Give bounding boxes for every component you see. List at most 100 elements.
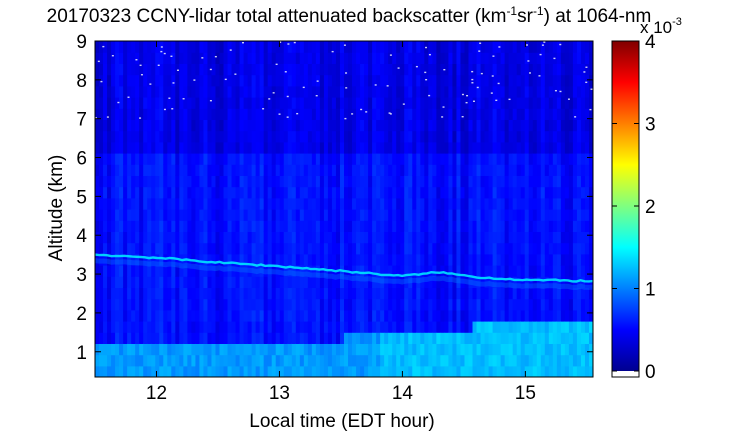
heatmap-cell [360, 265, 365, 277]
heatmap-cell [504, 164, 510, 176]
heatmap-cell [219, 265, 225, 277]
heatmap-cell [544, 164, 550, 176]
heatmap-cell [548, 354, 554, 367]
heatmap-cell [532, 85, 538, 98]
heatmap-cell [512, 253, 518, 266]
heatmap-cell [424, 343, 429, 356]
heatmap-cell [504, 242, 510, 255]
heatmap-cell [428, 85, 433, 98]
heatmap-cell [472, 343, 478, 356]
heatmap-cell [135, 343, 140, 356]
heatmap-cell [179, 186, 184, 199]
heatmap-cell [271, 130, 277, 143]
heatmap-cell [327, 119, 333, 132]
heatmap-cell [191, 220, 197, 232]
heatmap-cell [476, 354, 482, 367]
heatmap-cell [580, 242, 586, 255]
heatmap-cell [560, 354, 566, 367]
noise-dot [209, 99, 212, 102]
heatmap-cell [520, 85, 526, 98]
heatmap-cell [580, 220, 586, 232]
heatmap-cell [319, 108, 325, 120]
heatmap-cell [171, 231, 176, 244]
heatmap-cell [239, 197, 245, 210]
heatmap-cell [327, 309, 333, 322]
heatmap-cell [536, 175, 542, 188]
heatmap-cell [380, 242, 385, 255]
heatmap-cell [440, 365, 446, 377]
heatmap-cell [468, 74, 474, 87]
heatmap-cell [484, 52, 490, 64]
noise-dot [425, 78, 428, 81]
heatmap-cell [412, 175, 417, 188]
heatmap-cell [496, 141, 502, 154]
heatmap-cell [520, 343, 526, 356]
heatmap-cell [279, 197, 285, 210]
heatmap-cell [520, 74, 526, 87]
heatmap-cell [143, 197, 148, 210]
heatmap-cell [448, 276, 454, 288]
heatmap-cell [223, 74, 229, 87]
heatmap-cell [368, 197, 373, 210]
heatmap-cell [448, 141, 454, 154]
heatmap-cell [544, 253, 550, 266]
heatmap-cell [327, 321, 333, 333]
heatmap-cell [416, 220, 421, 232]
noise-dot [224, 78, 227, 81]
heatmap-cell [580, 321, 586, 333]
heatmap-cell [291, 276, 297, 288]
heatmap-cell [199, 220, 205, 232]
heatmap-cell [500, 164, 506, 176]
heatmap-cell [235, 354, 241, 367]
heatmap-cell [432, 287, 437, 300]
heatmap-cell [287, 74, 293, 87]
heatmap-cell [344, 153, 349, 165]
heatmap-cell [484, 220, 490, 232]
noise-dot [97, 60, 100, 63]
heatmap-cell [424, 85, 429, 98]
heatmap-cell [516, 231, 522, 244]
heatmap-cell [259, 186, 265, 199]
heatmap-cell [319, 52, 325, 64]
heatmap-cell [335, 41, 341, 53]
heatmap-cell [107, 354, 112, 367]
heatmap-cell [352, 74, 357, 87]
heatmap-cell [516, 321, 522, 333]
heatmap-cell [103, 97, 108, 109]
heatmap-cell [432, 85, 437, 98]
heatmap-cell [556, 164, 562, 176]
heatmap-cell [580, 164, 586, 176]
heatmap-cell [520, 186, 526, 199]
heatmap-cell [576, 332, 582, 344]
heatmap-cell [568, 186, 574, 199]
heatmap-cell [151, 309, 156, 322]
heatmap-cell [135, 164, 140, 176]
heatmap-cell [376, 343, 381, 356]
heatmap-cell [151, 130, 156, 143]
heatmap-cell [135, 265, 140, 277]
heatmap-cell [271, 52, 277, 64]
heatmap-cell [360, 85, 365, 98]
heatmap-cell [568, 85, 574, 98]
heatmap-cell [219, 130, 225, 143]
heatmap-cell [548, 63, 554, 76]
heatmap-cell [163, 365, 168, 377]
heatmap-cell [384, 309, 389, 322]
heatmap-cell [299, 186, 305, 199]
heatmap-cell [344, 309, 349, 322]
heatmap-cell [271, 175, 277, 188]
heatmap-cell [191, 343, 197, 356]
heatmap-cell [103, 343, 108, 356]
heatmap-cell [372, 276, 377, 288]
heatmap-cell [452, 365, 458, 377]
heatmap-cell [392, 52, 397, 64]
heatmap-cell [356, 209, 361, 221]
heatmap-cell [408, 298, 413, 311]
heatmap-cell [255, 265, 261, 277]
heatmap-cell [271, 164, 277, 176]
heatmap-cell [588, 321, 593, 333]
heatmap-cell [279, 332, 285, 344]
heatmap-cell [303, 231, 309, 244]
y-axis-label: Altitude (km) [46, 155, 67, 262]
